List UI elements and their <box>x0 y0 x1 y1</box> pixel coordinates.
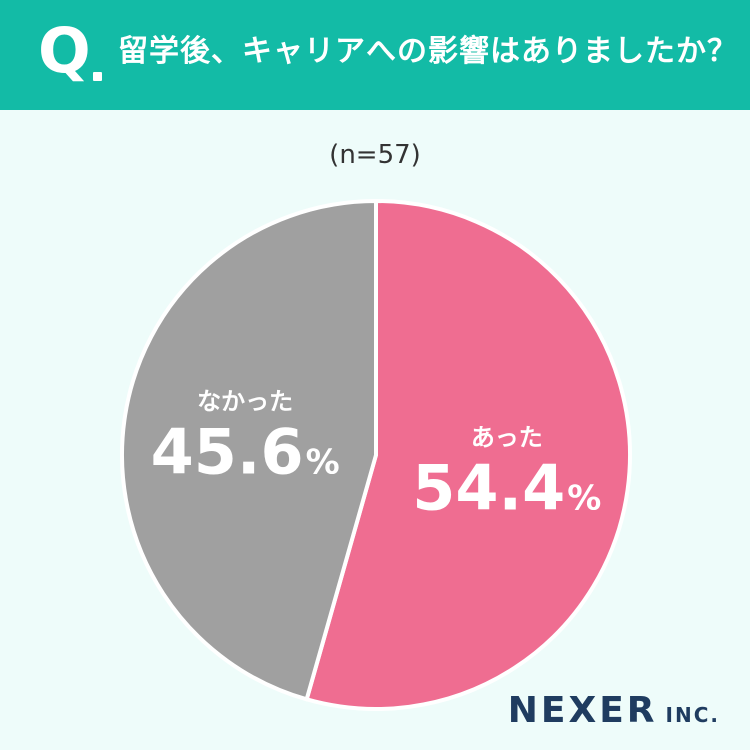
header-bar: Q 留学後、キャリアへの影響はありましたか？ <box>0 0 750 110</box>
question-text: 留学後、キャリアへの影響はありましたか？ <box>118 34 738 69</box>
slice-label-0: あった 54.4% <box>412 424 601 523</box>
slice-value: 45.6% <box>151 418 340 486</box>
slice-value: 54.4% <box>412 454 601 522</box>
slice-value-unit: % <box>567 478 602 519</box>
sample-size: (n=57) <box>329 140 421 170</box>
slice-label-1: なかった 45.6% <box>151 387 340 486</box>
slice-value-number: 54.4 <box>412 451 566 525</box>
pie-slice-0 <box>304 199 632 711</box>
logo-main: NEXER <box>507 690 658 731</box>
logo-sub: INC. <box>665 703 720 727</box>
q-mark: Q <box>38 14 91 87</box>
slice-name: あった <box>470 423 543 452</box>
pie-slice-1 <box>120 199 378 702</box>
slice-value-number: 45.6 <box>150 415 304 489</box>
slice-value-unit: % <box>305 442 340 483</box>
slice-name: なかった <box>197 387 294 416</box>
q-dot <box>93 72 102 81</box>
nexer-logo: NEXER INC. <box>508 690 720 731</box>
